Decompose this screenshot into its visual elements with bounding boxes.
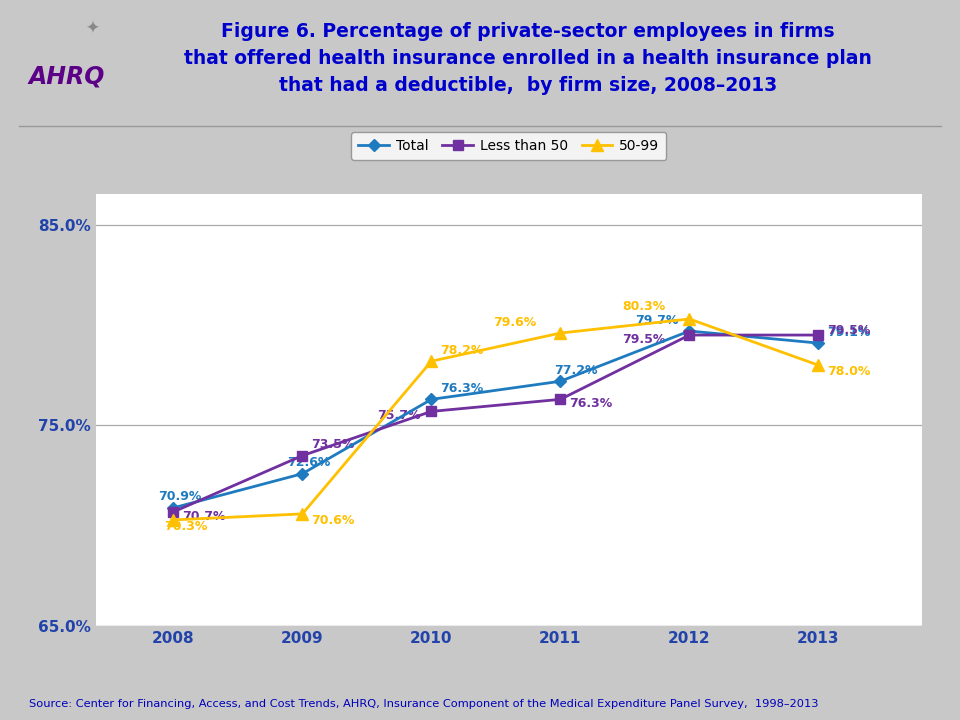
Text: 78.2%: 78.2% — [441, 343, 484, 356]
Text: that had a deductible,  by firm size, 2008–2013: that had a deductible, by firm size, 200… — [278, 76, 778, 95]
Text: 79.1%: 79.1% — [828, 325, 871, 338]
Text: 70.9%: 70.9% — [157, 490, 202, 503]
Text: 70.7%: 70.7% — [182, 510, 226, 523]
Text: Source: Center for Financing, Access, and Cost Trends, AHRQ, Insurance Component: Source: Center for Financing, Access, an… — [29, 699, 818, 709]
Text: Figure 6. Percentage of private-sector employees in firms: Figure 6. Percentage of private-sector e… — [221, 22, 835, 40]
Legend: Total, Less than 50, 50-99: Total, Less than 50, 50-99 — [351, 132, 666, 160]
Text: 80.3%: 80.3% — [622, 300, 665, 313]
Text: 76.3%: 76.3% — [569, 397, 612, 410]
Text: 78.0%: 78.0% — [828, 365, 871, 378]
Text: 77.2%: 77.2% — [554, 364, 597, 377]
Text: ✦: ✦ — [85, 20, 100, 38]
Text: 72.6%: 72.6% — [287, 456, 330, 469]
Text: 79.5%: 79.5% — [622, 333, 665, 346]
Text: 70.3%: 70.3% — [164, 520, 207, 533]
Text: 75.7%: 75.7% — [377, 410, 420, 423]
Text: 79.7%: 79.7% — [636, 314, 679, 327]
Text: 70.6%: 70.6% — [311, 514, 355, 527]
Text: 79.6%: 79.6% — [493, 315, 537, 328]
Text: 79.5%: 79.5% — [828, 325, 871, 338]
Text: 76.3%: 76.3% — [441, 382, 484, 395]
Text: AHRQ: AHRQ — [29, 64, 106, 89]
Text: 73.5%: 73.5% — [311, 438, 355, 451]
Text: that offered health insurance enrolled in a health insurance plan: that offered health insurance enrolled i… — [184, 49, 872, 68]
